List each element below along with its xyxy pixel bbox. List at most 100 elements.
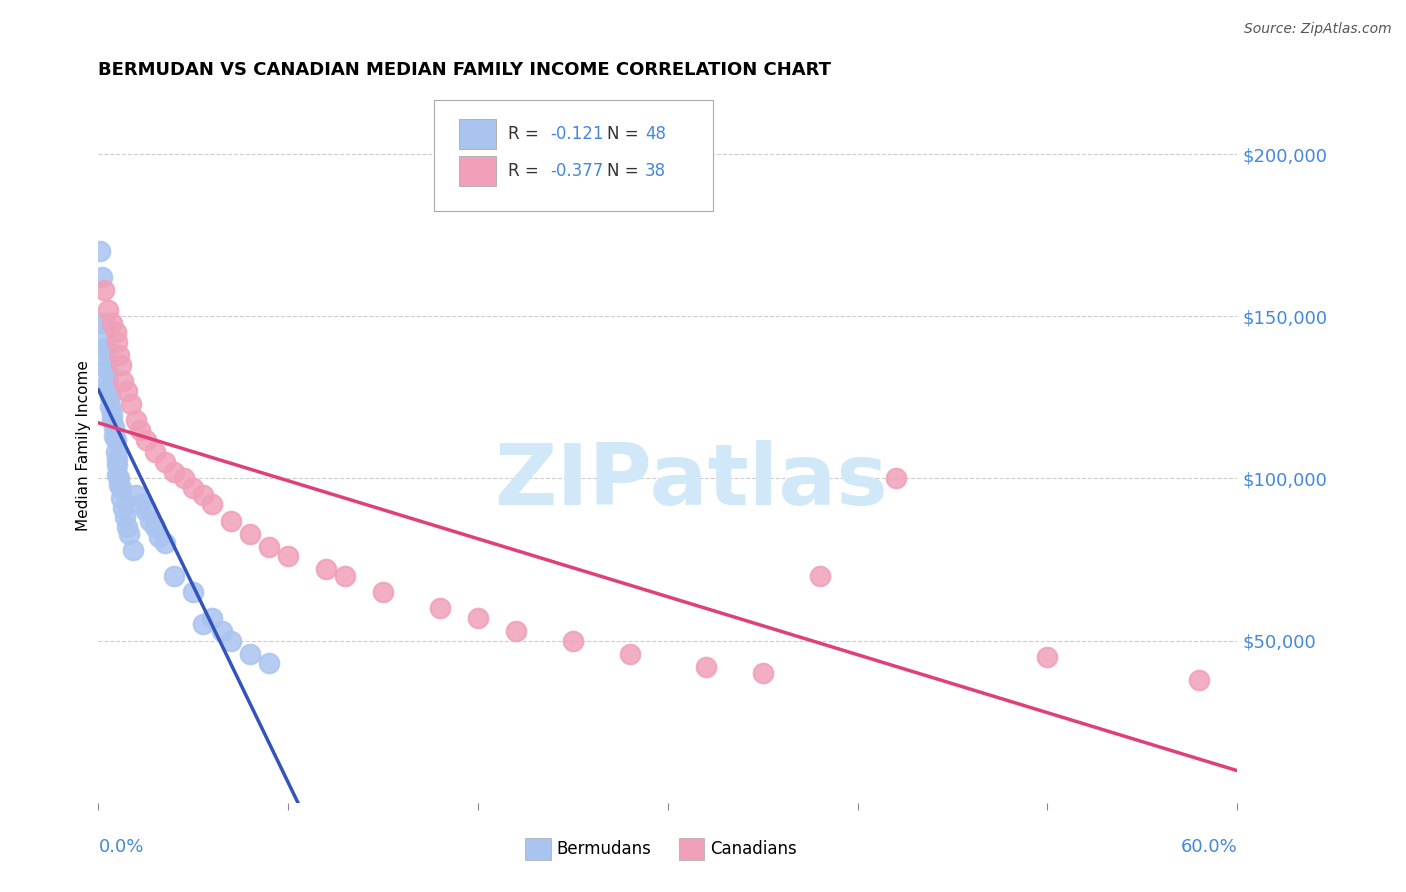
Point [153, 455, 176, 469]
Point [259, 657, 281, 671]
Text: 0.0%: 0.0% [98, 838, 143, 856]
Point [121, 542, 143, 557]
Point [97, 374, 120, 388]
Point [145, 520, 167, 534]
Point [315, 562, 337, 576]
Point [97, 302, 120, 317]
Text: -0.121: -0.121 [551, 125, 605, 143]
Point [93, 342, 115, 356]
FancyBboxPatch shape [434, 100, 713, 211]
Point [221, 633, 243, 648]
Point [335, 568, 357, 582]
Point [94, 361, 117, 376]
Point [112, 500, 135, 515]
Point [221, 514, 243, 528]
Point [695, 659, 717, 673]
Point [98, 384, 121, 398]
Point [93, 283, 115, 297]
Point [94, 351, 117, 366]
Point [429, 601, 451, 615]
Point [752, 666, 775, 681]
Point [619, 647, 641, 661]
Point [98, 400, 121, 414]
FancyBboxPatch shape [526, 838, 551, 860]
Point [110, 358, 132, 372]
Point [201, 497, 224, 511]
Text: BERMUDAN VS CANADIAN MEDIAN FAMILY INCOME CORRELATION CHART: BERMUDAN VS CANADIAN MEDIAN FAMILY INCOM… [98, 62, 831, 79]
Point [239, 647, 262, 661]
Point [183, 585, 205, 599]
Point [884, 471, 907, 485]
Point [145, 445, 167, 459]
Point [505, 624, 527, 638]
Point [108, 471, 131, 485]
Text: 38: 38 [645, 162, 666, 180]
Point [125, 488, 148, 502]
Point [173, 471, 195, 485]
Text: -0.377: -0.377 [551, 162, 603, 180]
Text: Bermudans: Bermudans [557, 840, 651, 858]
Point [1036, 649, 1059, 664]
Point [91, 270, 114, 285]
Point [93, 332, 115, 346]
Point [371, 585, 394, 599]
Text: N =: N = [607, 162, 644, 180]
Point [103, 429, 125, 443]
Point [1188, 673, 1211, 687]
Point [163, 465, 186, 479]
Text: N =: N = [607, 125, 644, 143]
Point [94, 342, 117, 356]
Point [104, 445, 127, 459]
Text: 60.0%: 60.0% [1181, 838, 1237, 856]
Point [114, 510, 136, 524]
Point [153, 536, 176, 550]
Point [183, 481, 205, 495]
Point [110, 481, 132, 495]
Point [97, 364, 120, 378]
Point [100, 316, 122, 330]
Point [808, 568, 831, 582]
Point [93, 316, 115, 330]
Text: Canadians: Canadians [710, 840, 797, 858]
Text: R =: R = [509, 125, 544, 143]
Point [118, 526, 141, 541]
FancyBboxPatch shape [679, 838, 704, 860]
FancyBboxPatch shape [460, 156, 496, 186]
Text: R =: R = [509, 162, 544, 180]
Point [191, 617, 214, 632]
Point [91, 316, 114, 330]
Point [467, 611, 489, 625]
Point [163, 568, 186, 582]
Point [100, 407, 122, 421]
Point [135, 433, 157, 447]
Text: ZIPatlas: ZIPatlas [494, 440, 887, 524]
Point [103, 419, 125, 434]
Point [110, 491, 132, 505]
Point [104, 433, 127, 447]
Point [107, 468, 129, 483]
Point [98, 390, 121, 404]
Point [259, 540, 281, 554]
Point [138, 514, 160, 528]
Point [211, 624, 233, 638]
Point [107, 452, 129, 467]
Point [562, 633, 585, 648]
FancyBboxPatch shape [460, 120, 496, 149]
Point [115, 520, 138, 534]
Point [239, 526, 262, 541]
Point [108, 348, 131, 362]
Text: Source: ZipAtlas.com: Source: ZipAtlas.com [1244, 22, 1392, 37]
Point [135, 504, 157, 518]
Point [148, 530, 170, 544]
Text: 48: 48 [645, 125, 666, 143]
Point [104, 326, 127, 340]
Point [277, 549, 299, 564]
Point [201, 611, 224, 625]
Point [107, 335, 129, 350]
Point [108, 478, 131, 492]
Point [120, 397, 142, 411]
Point [89, 244, 111, 259]
Point [107, 458, 129, 473]
Point [112, 374, 135, 388]
Point [115, 384, 138, 398]
